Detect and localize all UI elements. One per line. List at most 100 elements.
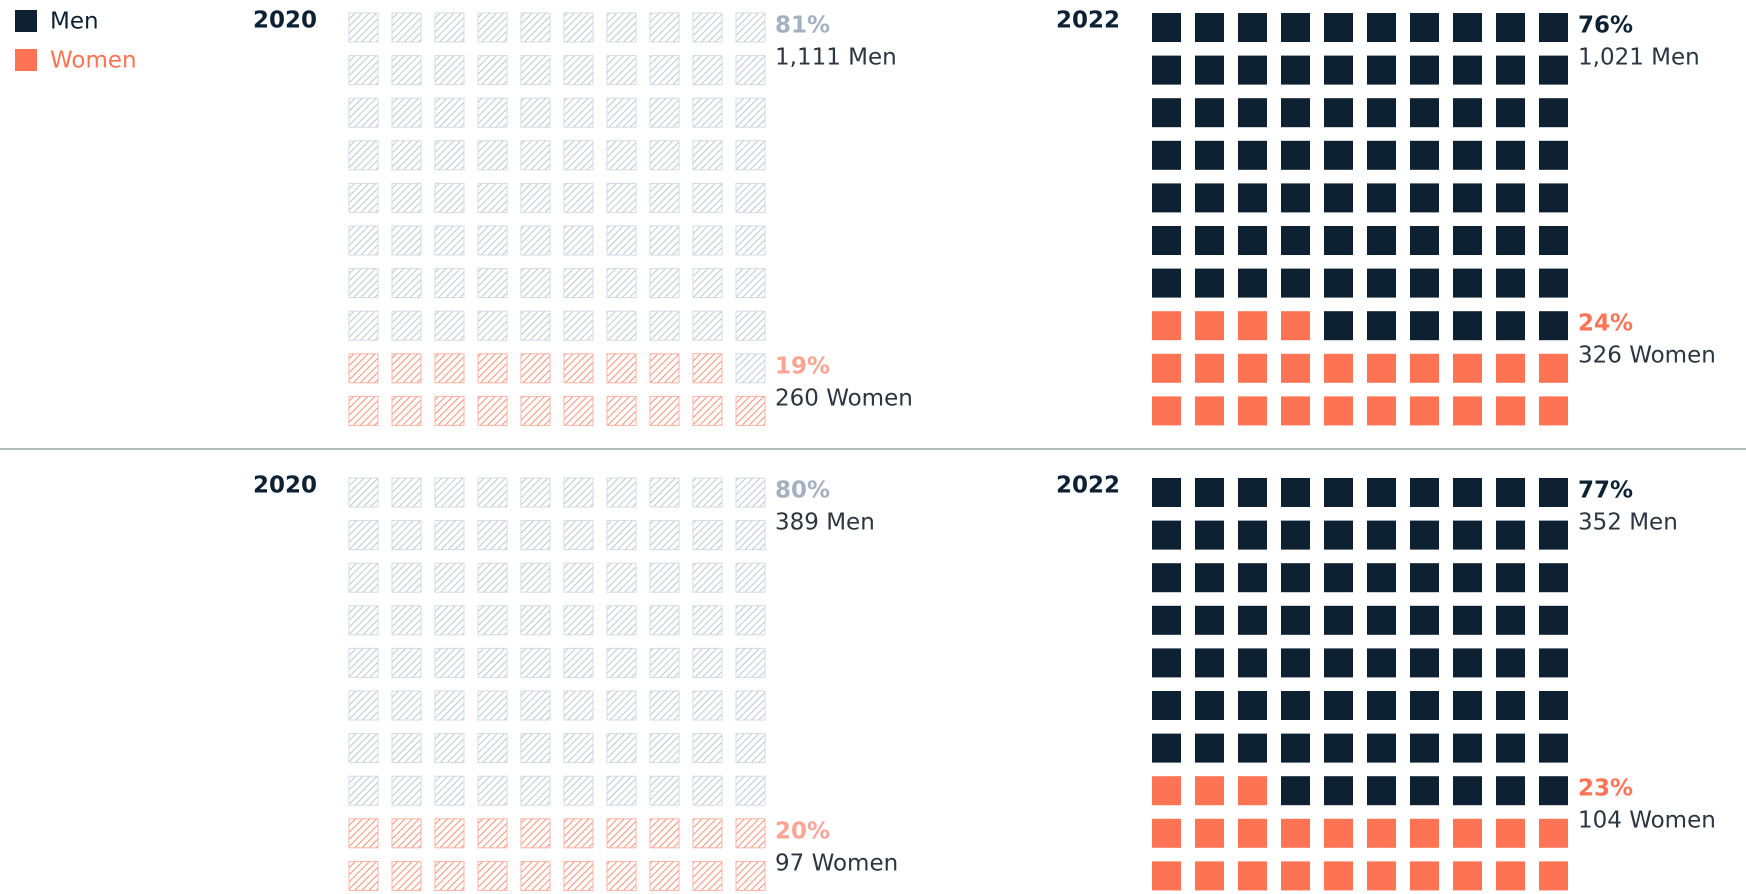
men-cell (563, 690, 594, 721)
men-cell (1453, 311, 1482, 341)
men-cell (563, 562, 594, 593)
men-cell (649, 647, 680, 678)
men-cell (1281, 13, 1310, 42)
men-cell (434, 562, 465, 593)
men-cell (735, 55, 766, 86)
men-cell (477, 477, 508, 508)
men-cell (1324, 55, 1353, 85)
men-cell (477, 140, 508, 171)
men-cell (391, 268, 422, 299)
men-cell (606, 140, 637, 171)
men-cell (520, 647, 551, 678)
men-cell (1453, 55, 1482, 85)
women-cell (391, 818, 422, 849)
men-cell (606, 12, 637, 43)
women-cell (1410, 861, 1439, 891)
women-cell (649, 860, 680, 891)
men-cell (649, 97, 680, 128)
women-cell (348, 860, 379, 891)
men-cell (1496, 563, 1525, 593)
men-cell (1281, 55, 1310, 85)
women-cell (1539, 861, 1568, 891)
women-cell (1324, 861, 1353, 891)
men-cell (1367, 691, 1396, 720)
men-cell (1238, 140, 1267, 170)
men-cell (348, 775, 379, 806)
men-cell (434, 733, 465, 764)
men-cell (1238, 268, 1267, 298)
women-cell (1195, 818, 1224, 848)
men-cell (1410, 183, 1439, 213)
year-label: 2020 (253, 8, 317, 34)
men-cell (1152, 520, 1181, 550)
men-cell (606, 477, 637, 508)
men-cell (1195, 55, 1224, 85)
men-cell (563, 520, 594, 551)
men-cell (563, 605, 594, 636)
men-cell (1367, 776, 1396, 806)
men-cell (606, 775, 637, 806)
men-cell (735, 775, 766, 806)
men-cell (1539, 691, 1568, 720)
women-cell (1238, 311, 1267, 341)
women-cell (477, 818, 508, 849)
women-cell (1238, 861, 1267, 891)
men-cell (1496, 478, 1525, 507)
men-cell (1367, 648, 1396, 678)
men-cell (348, 520, 379, 551)
men-cell (1453, 563, 1482, 593)
men-cell (477, 605, 508, 636)
men-cell (477, 690, 508, 721)
percent-label: 20% (775, 818, 830, 844)
men-cell (520, 690, 551, 721)
legend-swatch (15, 49, 37, 71)
men-cell (1281, 648, 1310, 678)
women-cell (1453, 353, 1482, 383)
men-cell (1152, 55, 1181, 85)
men-cell (1152, 648, 1181, 678)
men-cell (477, 562, 508, 593)
women-cell (649, 818, 680, 849)
men-cell (563, 775, 594, 806)
men-cell (348, 225, 379, 256)
men-cell (1539, 648, 1568, 678)
men-cell (692, 55, 723, 86)
men-cell (649, 182, 680, 213)
men-cell (1410, 648, 1439, 678)
men-cell (477, 182, 508, 213)
women-cell (1496, 818, 1525, 848)
men-cell (520, 775, 551, 806)
women-cell (391, 395, 422, 426)
men-cell (735, 477, 766, 508)
percent-label: 81% (775, 13, 830, 39)
women-cell (692, 353, 723, 384)
men-cell (1539, 733, 1568, 763)
men-cell (391, 225, 422, 256)
men-cell (434, 97, 465, 128)
legend-label: Women (50, 48, 137, 74)
count-label: 1,111 Men (775, 45, 897, 71)
men-cell (1539, 98, 1568, 128)
men-cell (1539, 520, 1568, 550)
men-cell (1324, 13, 1353, 42)
women-cell (1152, 353, 1181, 383)
men-cell (692, 775, 723, 806)
men-cell (477, 775, 508, 806)
men-cell (1238, 13, 1267, 42)
men-cell (1539, 55, 1568, 85)
men-cell (348, 605, 379, 636)
women-cell (434, 818, 465, 849)
men-cell (1324, 648, 1353, 678)
men-cell (391, 775, 422, 806)
men-cell (606, 310, 637, 341)
men-cell (1367, 226, 1396, 255)
men-cell (1281, 520, 1310, 550)
women-cell (391, 860, 422, 891)
women-cell (1367, 396, 1396, 426)
women-cell (735, 860, 766, 891)
women-cell (692, 395, 723, 426)
women-cell (520, 860, 551, 891)
men-cell (1367, 311, 1396, 341)
men-cell (1324, 268, 1353, 298)
men-cell (649, 55, 680, 86)
